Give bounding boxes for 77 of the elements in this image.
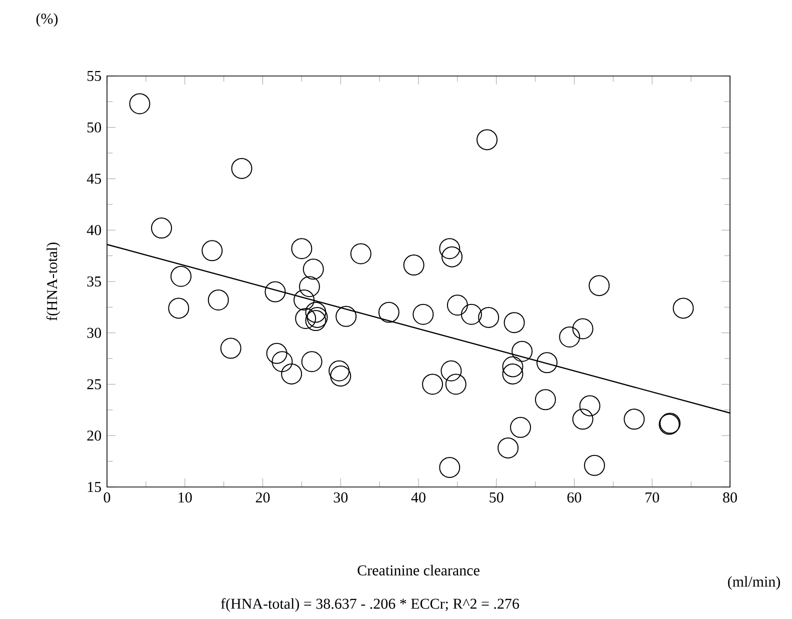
point bbox=[208, 289, 229, 310]
point bbox=[476, 129, 498, 150]
point bbox=[298, 276, 320, 298]
point bbox=[422, 374, 444, 395]
point bbox=[441, 246, 462, 268]
point bbox=[170, 266, 192, 287]
point bbox=[439, 238, 460, 260]
point bbox=[572, 318, 594, 340]
y-tick-label: 35 bbox=[87, 276, 102, 287]
y-tick-label: 55 bbox=[87, 71, 102, 81]
x-tick-label: 40 bbox=[411, 492, 426, 503]
point bbox=[510, 416, 532, 438]
point bbox=[445, 374, 466, 395]
point bbox=[584, 454, 605, 476]
point bbox=[231, 158, 252, 179]
x-tick-label: 0 bbox=[104, 492, 110, 503]
y-tick-label: 25 bbox=[87, 379, 102, 390]
point bbox=[266, 342, 288, 364]
point bbox=[294, 289, 315, 310]
point bbox=[272, 351, 293, 372]
point bbox=[305, 310, 326, 332]
point bbox=[129, 93, 150, 114]
point bbox=[572, 408, 594, 430]
text: f(HNA-total) = 38.637 - .206 * ECCr; R^2 = .276 bbox=[221, 598, 520, 612]
text: (%) bbox=[36, 13, 58, 27]
point bbox=[624, 408, 645, 430]
x-tick-label: 50 bbox=[490, 492, 504, 503]
point bbox=[264, 281, 286, 302]
point bbox=[512, 340, 533, 362]
point bbox=[502, 356, 524, 378]
text: (ml/min) bbox=[728, 576, 780, 590]
point bbox=[579, 395, 600, 416]
point bbox=[151, 218, 172, 239]
point bbox=[220, 338, 242, 359]
x-tick-label: 80 bbox=[723, 492, 737, 503]
point bbox=[536, 352, 558, 374]
point bbox=[291, 238, 312, 260]
point bbox=[403, 254, 424, 276]
point bbox=[281, 363, 302, 384]
y-tick-label: 20 bbox=[87, 430, 102, 441]
point bbox=[446, 294, 468, 316]
point bbox=[439, 456, 460, 478]
y-tick-label: 30 bbox=[87, 328, 102, 338]
point bbox=[295, 308, 316, 329]
point bbox=[330, 366, 352, 387]
point bbox=[588, 275, 610, 296]
point bbox=[378, 302, 400, 323]
point bbox=[440, 360, 462, 382]
y-tick-label: 40 bbox=[86, 225, 102, 236]
point bbox=[534, 389, 556, 410]
point bbox=[168, 298, 190, 319]
point bbox=[305, 302, 326, 323]
point bbox=[301, 351, 322, 372]
y-tick-label: 45 bbox=[86, 174, 102, 184]
x-tick-label: 60 bbox=[567, 492, 582, 503]
point bbox=[336, 306, 357, 327]
point bbox=[202, 240, 223, 262]
y-tick-label: 15 bbox=[88, 482, 102, 492]
point bbox=[328, 360, 350, 382]
x-axis-title: Creatinine clearance bbox=[358, 564, 480, 576]
point bbox=[302, 258, 324, 280]
x-tick-label: 20 bbox=[256, 492, 270, 503]
x-tick-label: 70 bbox=[646, 492, 660, 503]
point bbox=[502, 363, 524, 384]
point bbox=[350, 243, 372, 264]
point bbox=[460, 304, 482, 325]
point bbox=[672, 298, 694, 319]
x-tick-label: 10 bbox=[178, 492, 192, 503]
x-tick-label: 30 bbox=[334, 492, 348, 503]
y-tick-label: 50 bbox=[87, 122, 102, 132]
point bbox=[559, 326, 580, 348]
point bbox=[498, 437, 519, 458]
point bbox=[306, 306, 328, 328]
y-axis-title: f(HNA-total) bbox=[46, 242, 60, 321]
point bbox=[504, 312, 525, 334]
point bbox=[478, 306, 500, 328]
point bbox=[412, 304, 434, 325]
